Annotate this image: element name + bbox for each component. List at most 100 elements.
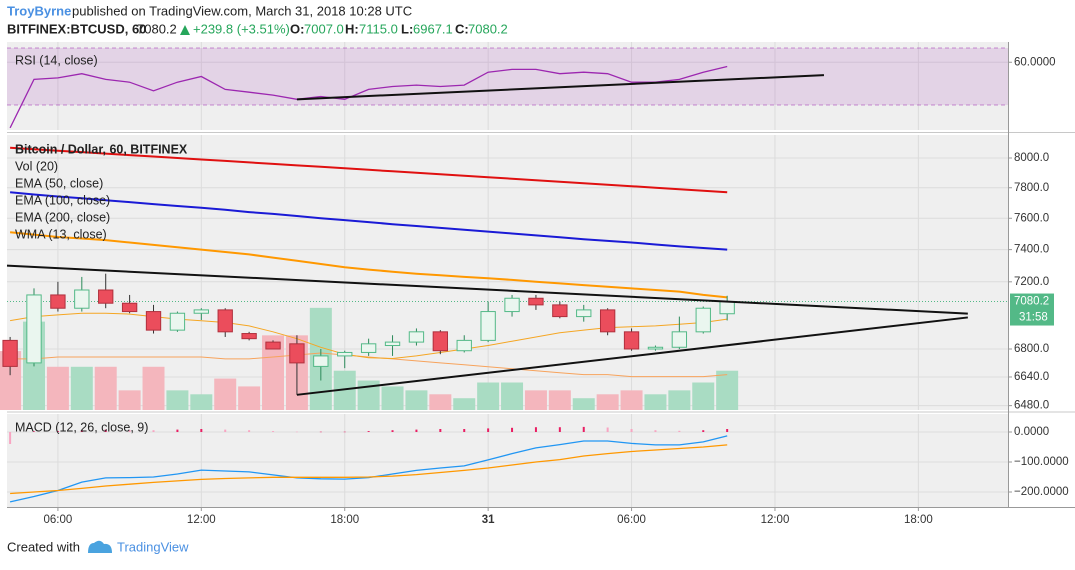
candle-body	[384, 341, 401, 347]
x-tick-label: 31	[482, 514, 495, 526]
histogram-bar	[272, 431, 275, 432]
candle-body	[98, 289, 114, 304]
x-tick-label: 18:00	[904, 514, 933, 526]
histogram-bar	[80, 430, 83, 432]
candle-body	[456, 339, 472, 352]
x-tick-label: 06:00	[617, 514, 646, 526]
volume-bar	[477, 382, 500, 410]
volume-bar	[668, 390, 691, 410]
histogram-bar	[200, 429, 203, 432]
candle-body	[241, 333, 257, 340]
histogram-bar	[678, 430, 681, 432]
series-line	[10, 444, 728, 495]
histogram-bar	[463, 429, 466, 432]
last-price-label: 7080.2	[1014, 296, 1049, 308]
candle-body	[599, 309, 616, 333]
volume-ma-line	[10, 352, 728, 378]
volume-bar	[405, 390, 428, 410]
series-line	[10, 191, 728, 251]
symbol: BITFINEX:BTCUSD, 60	[7, 21, 146, 36]
y-tick-label: 7200.0	[1014, 276, 1049, 288]
candle-body	[2, 339, 18, 367]
histogram-bar	[128, 429, 131, 432]
histogram-bar	[152, 430, 155, 432]
candle-body	[504, 297, 520, 313]
volume-bar	[572, 398, 595, 410]
rsi-band	[7, 47, 1008, 106]
series-line	[9, 65, 728, 129]
change: +239.8 (+3.51%)	[193, 21, 290, 36]
footer-brand[interactable]: TradingView	[117, 539, 189, 554]
tradingview-logo	[88, 540, 112, 553]
ohlc-label: O:	[290, 21, 304, 36]
y-tick-label: 6800.0	[1014, 343, 1049, 355]
histogram-bar	[702, 430, 705, 432]
legend-entry: WMA (13, close)	[15, 227, 107, 241]
x-tick-label: 06:00	[44, 514, 73, 526]
histogram-bar	[511, 427, 514, 432]
legend-entry: Bitcoin / Dollar, 60, BITFINEX	[15, 142, 188, 156]
y-tick-label: 7600.0	[1014, 212, 1049, 224]
candle-body	[408, 331, 425, 343]
last-price-box	[1010, 293, 1054, 326]
histogram-bar	[487, 428, 490, 432]
histogram-bar	[391, 430, 394, 432]
histogram-bar	[295, 431, 298, 433]
ohlc-value: 6967.1	[413, 21, 453, 36]
series-line	[10, 231, 728, 299]
volume-bar	[190, 394, 213, 410]
series-line	[10, 146, 728, 194]
ohlc-value: 7007.0	[304, 21, 344, 36]
ohlc-value: 7080.2	[468, 21, 508, 36]
volume-bar	[46, 366, 69, 410]
y-tick-label: 6480.0	[1014, 400, 1049, 412]
candle-body	[193, 309, 209, 314]
candle-body	[647, 346, 664, 350]
candle-body	[74, 289, 90, 309]
volume-bar	[453, 398, 476, 410]
candle-body	[552, 304, 568, 318]
y-tick-label: 7800.0	[1014, 182, 1049, 194]
published: published on TradingView.com, March 31, …	[72, 3, 412, 18]
publisher[interactable]: TroyByrne	[7, 3, 71, 18]
histogram-bar	[726, 429, 729, 432]
candle-body	[169, 312, 186, 331]
trendline	[296, 74, 825, 101]
panel-title: MACD (12, 26, close, 9)	[15, 420, 148, 434]
volume-bar	[166, 390, 189, 410]
candle-body	[313, 355, 329, 367]
volume-bar	[381, 386, 404, 410]
histogram-bar	[224, 429, 227, 432]
volume-bar	[142, 366, 165, 410]
histogram-bar	[415, 429, 418, 432]
legend-entry: EMA (50, close)	[15, 176, 103, 190]
candle-body	[528, 297, 544, 306]
price-axis	[1008, 42, 1075, 507]
legend-entry: RSI (14, close)	[15, 53, 98, 67]
candle-body	[480, 311, 496, 341]
volume-bar	[70, 366, 93, 410]
volume-bar	[596, 394, 619, 410]
histogram-bar	[319, 431, 322, 433]
volume-bar	[262, 335, 285, 410]
candle-body	[432, 331, 449, 352]
histogram-bar	[33, 431, 36, 432]
legend-entry: EMA (200, close)	[15, 210, 110, 224]
ohlc-label: L:	[401, 21, 413, 36]
histogram-bar	[439, 429, 442, 432]
candle-body	[289, 343, 305, 364]
histogram-bar	[630, 429, 633, 432]
volume-bar	[620, 390, 643, 410]
candle-body	[576, 309, 592, 318]
volume-bar	[214, 378, 237, 410]
histogram-bar	[534, 427, 537, 432]
y-tick-label: 6640.0	[1014, 371, 1049, 383]
histogram-bar	[367, 431, 370, 432]
legend-entry: EMA (100, close)	[15, 193, 110, 207]
ohlc-value: 7115.0	[359, 21, 398, 36]
up-arrow	[180, 25, 190, 35]
candle-body	[26, 294, 42, 364]
rsi-panel	[7, 42, 1008, 130]
histogram-bar	[9, 432, 12, 444]
